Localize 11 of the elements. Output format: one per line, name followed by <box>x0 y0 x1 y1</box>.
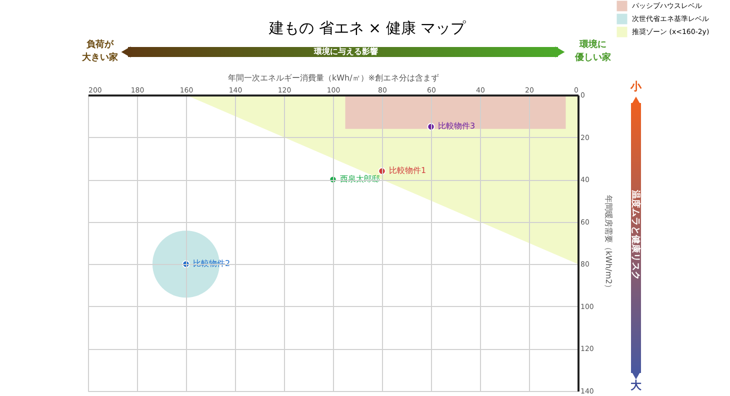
series-label: 比較物件3 <box>438 122 476 131</box>
y-axis-title: 年間暖房需要（kWh/m2） <box>604 194 613 292</box>
series-label: 比較物件1 <box>389 166 426 176</box>
text: 環境に優しい家 <box>574 39 611 63</box>
text: 大 <box>630 379 642 392</box>
x-axis-title: 年間一次エネルギー消費量（kWh/㎡）※創エネ分は含まず <box>228 74 440 82</box>
text: 温度ムラと健康リスク <box>630 189 641 280</box>
text: 負荷が大きい家 <box>82 39 118 63</box>
text: 環境に与える影響 <box>313 46 378 56</box>
chart-title: 建もの 省エネ × 健康 マップ <box>268 19 467 37</box>
text: 小 <box>630 80 642 93</box>
